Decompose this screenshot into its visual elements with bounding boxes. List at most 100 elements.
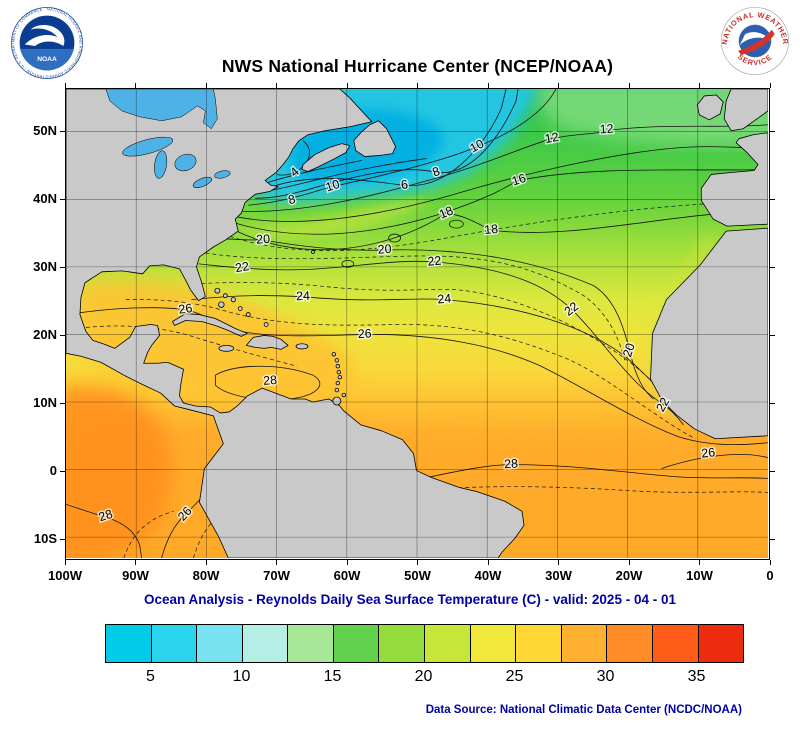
colorbar-segment: [288, 625, 334, 662]
colorbar-segment: [379, 625, 426, 662]
cuba: [172, 313, 248, 337]
contour-label: 20: [377, 242, 392, 257]
x-axis-label: 30W: [545, 568, 572, 583]
x-tick: [135, 560, 136, 565]
colorbar-tick-label: 30: [596, 668, 615, 685]
colorbar-segment: [470, 625, 517, 662]
colorbar-segment: [151, 625, 198, 662]
colorbar-segment: [607, 625, 653, 662]
colorbar-segment: [333, 625, 380, 662]
colorbar: [105, 624, 744, 663]
colorbar-segment: [516, 625, 562, 662]
bermuda: [311, 250, 315, 254]
contour-label: 26: [357, 326, 372, 341]
noaa-logo: NATIONAL OCEANIC AND ATMOSPHERIC ADMINIS…: [10, 6, 84, 80]
colorbar-segment: [242, 625, 289, 662]
noaa-gull-icon: [24, 25, 65, 46]
colorbar-tick-label: 15: [323, 668, 342, 685]
contour-label: 26: [178, 301, 194, 317]
y-axis-label: 10S: [33, 531, 57, 546]
sst-map: 4 6 8 8 10 10 12 12 16 18 18 20 20 22 22 22 24 24 26 26 28 20…: [65, 88, 770, 560]
x-axis-label: 60W: [333, 568, 361, 583]
nova-scotia: [301, 143, 351, 172]
x-tick: [205, 83, 207, 88]
contour-label: 22: [234, 259, 250, 275]
y-tick: [60, 334, 65, 336]
x-tick: [699, 560, 700, 565]
northwest-africa: [650, 227, 768, 440]
y-axis-label: 20N: [33, 327, 57, 342]
x-tick: [769, 560, 771, 565]
y-tick: [60, 402, 65, 404]
contour-label: 6: [400, 177, 409, 192]
y-axis-label: 40N: [33, 191, 57, 206]
hudson-bay: [105, 89, 218, 130]
noaa-acronym: NOAA: [37, 56, 57, 63]
x-tick: [417, 83, 418, 88]
x-axis-label: 90W: [122, 568, 149, 583]
x-axis-label: 80W: [192, 568, 220, 583]
x-axis-label: 10W: [686, 568, 713, 583]
colorbar-segment: [425, 625, 471, 662]
contour-label: 22: [427, 254, 442, 269]
contour-label: 24: [296, 289, 310, 303]
contour-label: 12: [544, 130, 560, 146]
western-europe: [700, 132, 768, 227]
y-tick: [60, 266, 65, 268]
great-lakes: [122, 136, 231, 188]
colorbar-segment: [561, 625, 608, 662]
x-tick: [346, 560, 348, 565]
x-axis-label: 0: [766, 568, 774, 583]
colorbar-segment: [197, 625, 243, 662]
contour-label: 16: [510, 171, 528, 189]
x-tick: [558, 560, 559, 565]
contour-label: 12: [599, 122, 614, 137]
x-tick: [699, 83, 700, 88]
y-tick: [770, 470, 775, 472]
contour-label: 28: [504, 457, 519, 472]
colorbar-tick-label: 35: [687, 668, 706, 685]
y-axis-label: 0: [49, 463, 57, 478]
y-axis-label: 30N: [33, 259, 57, 274]
nws-swoosh-icon: [738, 29, 775, 55]
x-axis-label: 20W: [615, 568, 643, 583]
y-tick: [60, 130, 65, 132]
puerto-rico: [295, 343, 309, 350]
contour-label: 10: [324, 177, 342, 195]
x-tick: [205, 560, 207, 565]
y-tick: [770, 266, 775, 268]
x-tick: [487, 560, 489, 565]
x-tick: [135, 83, 136, 88]
colorbar-segment: [652, 625, 699, 662]
sst-contours: [66, 89, 768, 558]
y-tick: [60, 470, 65, 472]
y-tick: [770, 130, 775, 132]
colorbar-tick-label: 5: [146, 668, 155, 685]
jamaica: [218, 344, 235, 352]
contour-label: 28: [263, 373, 278, 388]
x-tick: [276, 560, 277, 565]
x-tick: [628, 560, 630, 565]
y-tick: [770, 538, 775, 540]
y-tick: [770, 334, 775, 336]
hispaniola: [245, 335, 289, 350]
contour-label: 26: [701, 445, 716, 460]
colorbar-tick-label: 25: [505, 668, 524, 685]
contour-label: 18: [484, 222, 499, 237]
ireland: [696, 94, 724, 121]
x-axis-label: 70W: [263, 568, 290, 583]
colorbar-segment: [106, 625, 152, 662]
contour-label: 20: [620, 341, 638, 359]
colorbar-segment: [698, 625, 744, 662]
data-source: Data Source: National Climatic Data Cent…: [425, 704, 742, 716]
nws-logo: NATIONAL WEATHER SERVICE: [720, 6, 790, 76]
x-axis-label: 100W: [48, 568, 82, 583]
x-tick: [276, 83, 277, 88]
x-tick: [64, 83, 66, 88]
page-title: NWS National Hurricane Center (NCEP/NOAA…: [221, 56, 614, 76]
y-axis-label: 50N: [33, 123, 57, 138]
contour-label: 24: [437, 291, 452, 306]
nws-gull-icon: [739, 32, 771, 46]
